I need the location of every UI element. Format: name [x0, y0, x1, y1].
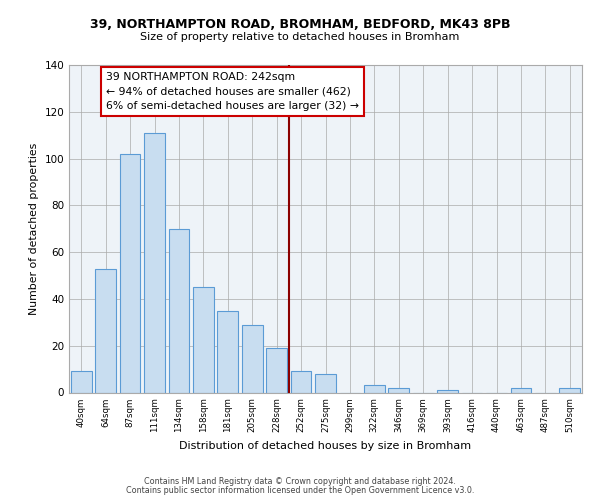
X-axis label: Distribution of detached houses by size in Bromham: Distribution of detached houses by size … [179, 440, 472, 450]
Text: 39, NORTHAMPTON ROAD, BROMHAM, BEDFORD, MK43 8PB: 39, NORTHAMPTON ROAD, BROMHAM, BEDFORD, … [90, 18, 510, 30]
Text: 39 NORTHAMPTON ROAD: 242sqm
← 94% of detached houses are smaller (462)
6% of sem: 39 NORTHAMPTON ROAD: 242sqm ← 94% of det… [106, 72, 359, 111]
Text: Contains HM Land Registry data © Crown copyright and database right 2024.: Contains HM Land Registry data © Crown c… [144, 477, 456, 486]
Text: Contains public sector information licensed under the Open Government Licence v3: Contains public sector information licen… [126, 486, 474, 495]
Bar [242, 324, 263, 392]
Text: Size of property relative to detached houses in Bromham: Size of property relative to detached ho… [140, 32, 460, 42]
Bar [266, 348, 287, 393]
Bar [290, 372, 311, 392]
Bar [217, 310, 238, 392]
Bar [315, 374, 336, 392]
Bar [144, 133, 165, 392]
Bar [95, 268, 116, 392]
Bar [364, 386, 385, 392]
Bar [559, 388, 580, 392]
Bar [388, 388, 409, 392]
Bar [193, 287, 214, 393]
Bar [169, 229, 190, 392]
Y-axis label: Number of detached properties: Number of detached properties [29, 142, 39, 315]
Bar [437, 390, 458, 392]
Bar [119, 154, 140, 392]
Bar [71, 372, 92, 392]
Bar [511, 388, 532, 392]
